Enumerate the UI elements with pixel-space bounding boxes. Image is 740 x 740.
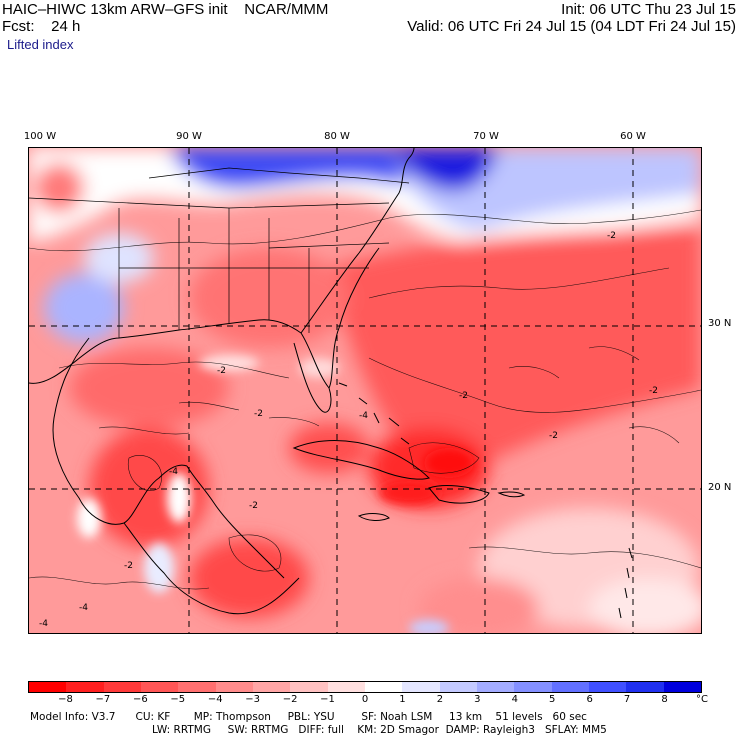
colorbar-tick-label: −2 <box>282 694 298 705</box>
lifted-index-map: -2 -2 -4 -2 -2 -4 -2 -4 -2 -4 -2 -2 <box>28 147 702 634</box>
contour-label: -2 <box>549 431 558 441</box>
longitude-label: 70 W <box>473 131 499 142</box>
colorbar-swatch <box>66 682 104 692</box>
colorbar-tick-label: 0 <box>361 694 369 705</box>
colorbar-swatch <box>626 682 664 692</box>
colorbar-swatch <box>402 682 440 692</box>
colorbar-swatch <box>327 682 365 692</box>
colorbar-tick-label: 5 <box>549 694 556 705</box>
colorbar-swatch <box>178 682 216 692</box>
colorbar-swatch <box>364 682 403 692</box>
contour-label-group: -2 -2 -4 -2 -2 -4 -2 -4 -2 -4 -2 -2 <box>39 231 658 629</box>
colorbar-tick-label: 6 <box>586 694 593 705</box>
colorbar-swatch <box>103 682 141 692</box>
contour-label: -4 <box>39 619 48 629</box>
contour-label: -2 <box>459 391 468 401</box>
longitude-label: 100 W <box>23 131 57 142</box>
longitude-label: 80 W <box>324 131 350 142</box>
model-info-line2: LW: RRTMG SW: RRTMG DIFF: full KM: 2D Sm… <box>152 724 607 736</box>
colorbar-swatch <box>514 682 552 692</box>
colorbar-unit: °C <box>696 694 708 705</box>
colorbar-tick-label: −8 <box>58 694 73 705</box>
init-time: Init: 06 UTC Thu 23 Jul 15 <box>561 1 736 18</box>
longitude-label: 90 W <box>176 131 202 142</box>
colorbar-tick-label: 1 <box>399 694 406 705</box>
contour-label: -2 <box>124 561 133 571</box>
contour-label: -2 <box>217 366 226 376</box>
colorbar-tick-label: −7 <box>95 694 111 705</box>
colorbar-swatch <box>588 682 627 692</box>
colorbar-tick-label: 7 <box>623 694 631 705</box>
colorbar-swatch <box>140 682 179 692</box>
colorbar-tick-label: −6 <box>132 694 148 705</box>
colorbar-tick-label: 4 <box>511 694 518 705</box>
colorbar-tick-label: 3 <box>474 694 481 705</box>
field-detail <box>77 355 474 633</box>
colorbar-swatch <box>215 682 253 692</box>
colorbar-tick-label: 2 <box>436 694 444 705</box>
map-canvas: -2 -2 -4 -2 -2 -4 -2 -4 -2 -4 -2 -2 <box>29 148 701 633</box>
colorbar-tick-label: 8 <box>661 694 668 705</box>
model-title: HAIC–HIWC 13km ARW–GFS init NCAR/MMM <box>2 1 329 18</box>
contour-label: -4 <box>169 467 178 477</box>
model-info-line1: Model Info: V3.7 CU: KF MP: Thompson PBL… <box>30 711 587 723</box>
colorbar-tick-label: −1 <box>320 694 335 705</box>
colorbar-swatch <box>252 682 291 692</box>
colorbar-tick-label: −5 <box>170 694 186 705</box>
contour-label: -2 <box>649 386 658 396</box>
forecast-hour: Fcst: 24 h <box>2 18 81 35</box>
contour-label: -4 <box>359 411 368 421</box>
colorbar-swatch <box>476 682 515 692</box>
valid-time: Valid: 06 UTC Fri 24 Jul 15 (04 LDT Fri … <box>407 18 736 35</box>
coastlines <box>29 148 633 619</box>
latitude-label: 30 N <box>708 318 732 329</box>
contour-label: -2 <box>249 501 258 511</box>
colorbar-swatch <box>29 682 67 692</box>
colorbar-tick-label: −3 <box>245 694 261 705</box>
latitude-label: 20 N <box>708 482 732 493</box>
colorbar <box>28 681 702 693</box>
longitude-label: 60 W <box>620 131 646 142</box>
state-borders <box>29 167 410 338</box>
graticule <box>29 148 701 633</box>
colorbar-swatch <box>551 682 589 692</box>
colorbar-swatch <box>439 682 477 692</box>
field-name: Lifted index <box>7 37 74 52</box>
contour-label: -2 <box>254 409 263 419</box>
colorbar-swatch <box>663 682 701 692</box>
colorbar-tick-label: −4 <box>207 694 223 705</box>
contour-label: -4 <box>79 603 88 613</box>
colorbar-swatch <box>290 682 328 692</box>
contour-label: -2 <box>607 231 616 241</box>
li-contours <box>29 209 701 590</box>
